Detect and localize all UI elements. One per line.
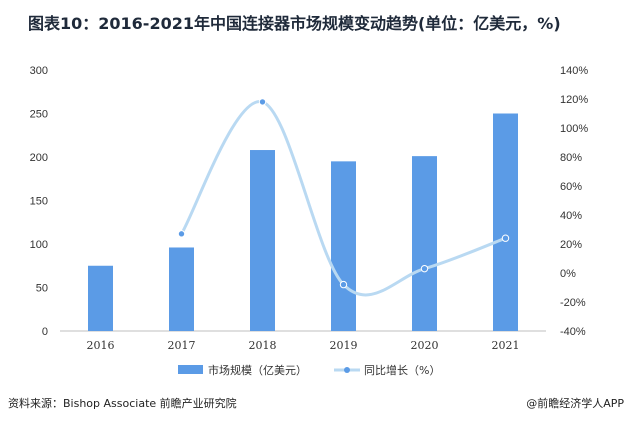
y-right-tick-label: 40% [560, 210, 582, 222]
y-right-tick-label: 60% [560, 181, 582, 193]
legend: 市场规模（亿美元） 同比增长（%） [178, 363, 440, 377]
x-tick-label: 2016 [87, 339, 115, 352]
y-left-tick-label: 0 [42, 326, 48, 338]
bar-2021 [493, 113, 518, 331]
y-left-tick-label: 100 [30, 239, 48, 251]
bar-2018 [250, 150, 275, 331]
chart-title: 图表10：2016-2021年中国连接器市场规模变动趋势(单位：亿美元，%) [28, 14, 561, 33]
growth-point-2019 [339, 280, 348, 289]
y-right-tick-label: -20% [560, 297, 586, 309]
y-right-tick-label: 140% [560, 65, 588, 77]
legend-line-label: 同比增长（%） [364, 363, 440, 377]
y-right-tick-label: 80% [560, 152, 582, 164]
bar-series [88, 113, 518, 331]
y-right-tick-label: 120% [560, 94, 588, 106]
bar-2020 [412, 156, 437, 331]
y-left-tick-label: 250 [30, 109, 48, 121]
growth-point-2021 [501, 234, 510, 242]
x-tick-label: 2020 [411, 339, 439, 352]
growth-point-2017 [177, 230, 186, 238]
y-left-tick-label: 200 [30, 152, 48, 164]
bar-2017 [169, 247, 194, 331]
growth-point-2020 [420, 264, 429, 273]
legend-bar-swatch [178, 365, 203, 374]
bar-2019 [331, 161, 356, 331]
y-right-tick-label: 20% [560, 239, 582, 251]
bar-2016 [88, 265, 113, 331]
line-series [177, 98, 510, 297]
growth-point-2018 [258, 98, 267, 106]
x-tick-label: 2019 [330, 339, 358, 352]
legend-bar-label: 市场规模（亿美元） [208, 363, 307, 377]
x-axis: 2016 2017 2018 2019 2020 2021 [87, 339, 520, 352]
brand-note: @前瞻经济学人APP [526, 397, 624, 410]
growth-line [180, 100, 507, 297]
y-left-tick-label: 150 [30, 196, 48, 208]
y-left-axis: 0 50 100 150 200 250 300 [30, 65, 48, 338]
y-right-axis: -40% -20% 0% 20% 40% 60% 80% 100% 120% 140% [560, 65, 588, 338]
y-left-tick-label: 300 [30, 65, 48, 77]
y-right-tick-label: -40% [560, 326, 586, 338]
y-right-tick-label: 100% [560, 123, 588, 135]
x-tick-label: 2017 [168, 339, 196, 352]
legend-line-marker [344, 367, 350, 373]
y-right-tick-label: 0% [560, 268, 576, 280]
y-left-tick-label: 50 [36, 283, 48, 295]
x-tick-label: 2021 [492, 339, 520, 352]
source-note: 资料来源：Bishop Associate 前瞻产业研究院 [8, 397, 237, 410]
x-tick-label: 2018 [249, 339, 277, 352]
